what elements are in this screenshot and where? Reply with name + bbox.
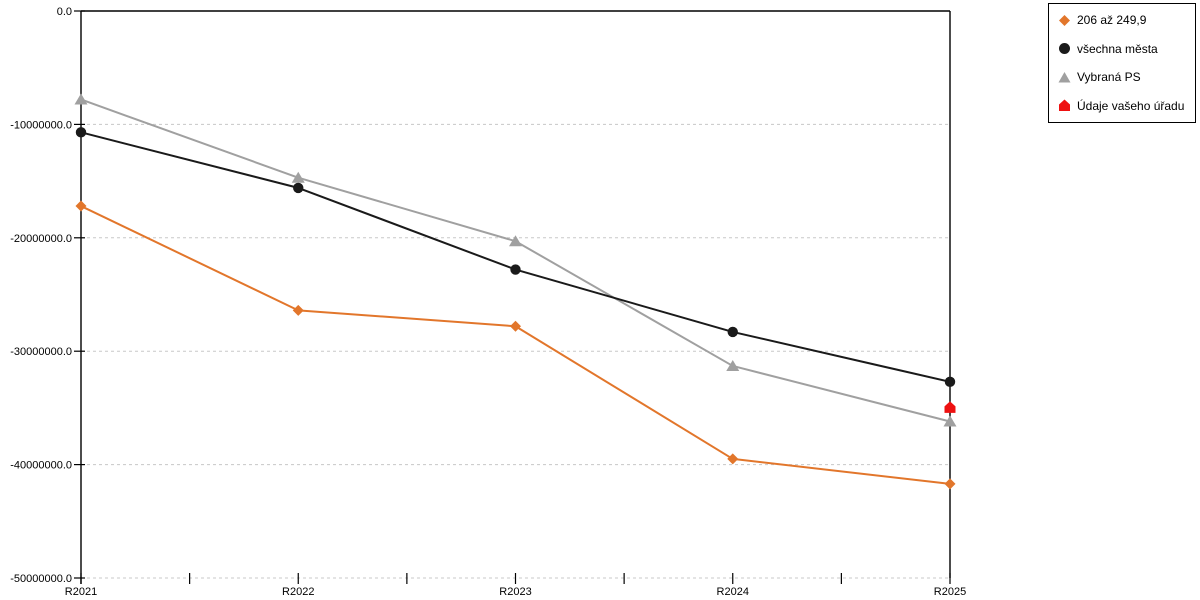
x-tick-label: R2022: [282, 586, 314, 598]
data-point-triangle: [74, 93, 88, 105]
x-tick-label: R2024: [717, 586, 749, 598]
data-point-triangle: [291, 171, 305, 183]
legend: 206 až 249,9 všechna města Vybraná PS Úd…: [1048, 3, 1196, 123]
data-point-circle: [293, 182, 304, 194]
legend-item-vsechna-mesta: všechna města: [1058, 42, 1191, 56]
data-point-circle: [944, 376, 956, 388]
data-point-diamond: [75, 200, 87, 212]
data-point-diamond: [944, 478, 956, 490]
data-point-diamond: [510, 320, 521, 332]
triangle-icon: [1058, 71, 1071, 83]
series-line: [80, 131, 951, 383]
legend-label: všechna města: [1077, 41, 1158, 56]
data-point-circle: [75, 127, 87, 138]
circle-icon: [1059, 43, 1070, 55]
x-tick-label: R2025: [934, 586, 966, 598]
legend-label: Údaje vašeho úřadu: [1077, 98, 1185, 113]
legend-label: Vybraná PS: [1077, 70, 1141, 85]
pentagon-icon: [1059, 99, 1070, 112]
data-point-diamond: [727, 453, 739, 465]
y-tick-label: -30000000.0: [10, 346, 72, 358]
legend-label: 206 až 249,9: [1077, 13, 1147, 27]
diamond-icon: [1059, 14, 1070, 26]
legend-item-206-az-249: 206 až 249,9: [1058, 13, 1191, 27]
legend-item-udaje-vaseho-uradu: Údaje vašeho úřadu: [1058, 99, 1191, 113]
data-point-circle: [510, 264, 521, 275]
y-tick-label: -40000000.0: [10, 460, 72, 472]
y-tick-label: -50000000.0: [10, 573, 72, 585]
y-tick-label: -10000000.0: [10, 119, 72, 131]
data-point-circle: [727, 326, 738, 338]
data-point-diamond: [292, 304, 304, 316]
data-point-pentagon: [944, 401, 956, 413]
y-tick-label: -20000000.0: [10, 233, 72, 245]
data-point-triangle: [943, 415, 957, 427]
x-tick-label: R2021: [65, 586, 97, 598]
series-line: [80, 205, 951, 485]
legend-item-vybrana-ps: Vybraná PS: [1058, 70, 1191, 84]
x-tick-label: R2023: [499, 586, 531, 598]
y-tick-label: 0.0: [57, 6, 72, 18]
data-point-triangle: [509, 235, 522, 247]
series-line: [80, 98, 951, 423]
data-point-triangle: [726, 359, 740, 371]
